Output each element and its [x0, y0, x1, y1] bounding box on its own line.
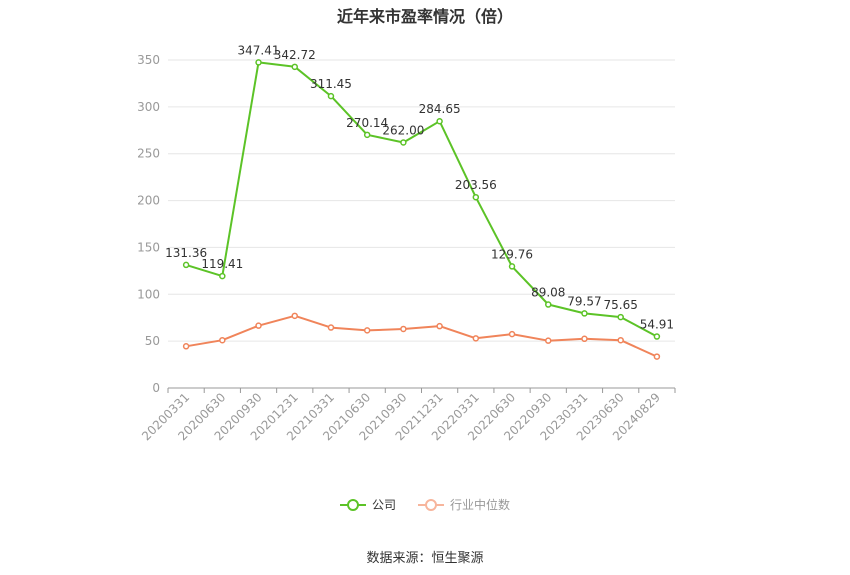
data-label: 79.57: [567, 294, 601, 308]
y-tick-label: 50: [145, 334, 160, 348]
data-label: 54.91: [640, 318, 674, 332]
source-text: 数据来源：恒生聚源: [366, 551, 484, 566]
data-point: [436, 322, 443, 330]
series-line-1: [185, 314, 658, 358]
data-point: [617, 313, 624, 321]
chart-title: 近年来市盈率情况（倍）: [336, 7, 513, 26]
data-point: [291, 312, 298, 320]
data-label: 342.72: [274, 48, 316, 62]
y-tick-label: 150: [137, 240, 160, 254]
data-point: [472, 193, 480, 201]
data-label: 129.76: [491, 247, 533, 261]
data-point: [400, 325, 407, 333]
data-point: [653, 353, 661, 360]
data-point: [363, 131, 371, 139]
data-point: [653, 333, 661, 340]
data-label: 131.36: [165, 246, 207, 260]
data-point: [182, 343, 190, 350]
data-point: [472, 335, 480, 342]
legend-label-industry-median: 行业中位数: [450, 498, 511, 512]
y-tick-label: 250: [137, 147, 160, 161]
data-point: [581, 310, 588, 317]
data-point: [545, 337, 552, 344]
legend-marker-company: [339, 498, 366, 511]
data-point: [182, 261, 190, 269]
data-point: [255, 59, 262, 66]
data-point: [617, 336, 624, 344]
data-point: [327, 324, 335, 331]
data-label: 347.41: [238, 43, 280, 57]
data-point: [255, 322, 262, 329]
data-point: [327, 92, 335, 100]
data-label: 75.65: [603, 298, 637, 312]
data-label: 89.08: [531, 286, 565, 300]
y-tick-label: 200: [137, 194, 160, 208]
data-point: [219, 336, 226, 344]
data-point: [291, 63, 298, 71]
data-point: [400, 139, 407, 146]
data-point: [219, 272, 226, 280]
legend-marker-industry-median: [418, 498, 444, 511]
legend: 公司 行业中位数: [0, 496, 850, 513]
legend-label-company: 公司: [371, 498, 396, 512]
series-line-0: [185, 61, 658, 338]
data-label: 270.14: [346, 116, 388, 130]
data-label: 262.00: [382, 123, 424, 137]
legend-item-industry-median[interactable]: 行业中位数: [418, 496, 510, 513]
data-label: 311.45: [310, 77, 352, 91]
y-tick-label: 100: [137, 287, 160, 301]
y-tick-label: 350: [137, 53, 160, 67]
data-point: [508, 263, 516, 270]
data-point: [363, 327, 371, 334]
data-label: 203.56: [455, 178, 497, 192]
y-tick-label: 0: [152, 381, 160, 395]
data-point: [545, 301, 552, 308]
legend-item-company[interactable]: 公司: [339, 496, 396, 513]
data-point: [436, 117, 443, 125]
data-label: 284.65: [419, 102, 461, 116]
y-tick-label: 300: [137, 100, 160, 114]
data-label: 119.41: [201, 257, 243, 271]
data-point: [581, 335, 588, 343]
data-point: [508, 330, 516, 338]
